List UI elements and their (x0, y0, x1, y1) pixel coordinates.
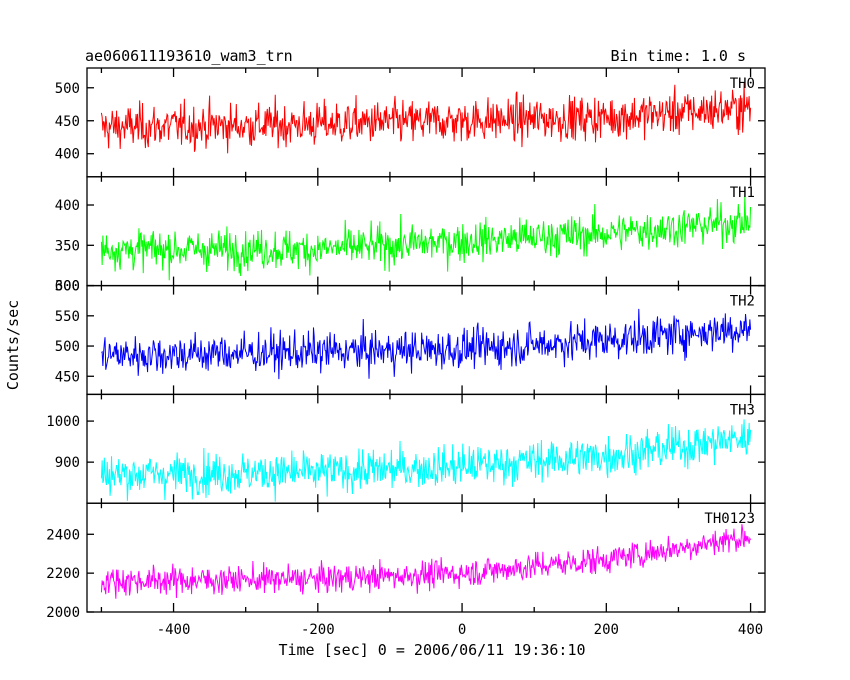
series-line-th3 (100, 419, 752, 502)
panel-frame (86, 502, 766, 613)
y-tick-label: 1000 (46, 414, 80, 430)
y-tick-label: 2000 (46, 605, 80, 621)
x-axis-ticks: -400 -200 0 200 400 (157, 622, 764, 638)
y-tick-label: 400 (55, 198, 80, 214)
chart-title: ae060611193610_wam3_trn (85, 47, 293, 65)
panel-label-th0123: TH0123 (704, 511, 755, 527)
y-tick-label: 900 (55, 455, 80, 471)
series-line-th1 (100, 195, 752, 281)
x-tick-label: 0 (458, 622, 466, 638)
series-line-th2 (101, 308, 752, 380)
y-tick-label: 2400 (46, 527, 80, 543)
y-tick-label: 300 (55, 279, 80, 295)
y-tick-label: 400 (55, 147, 80, 163)
y-tick-label: 550 (55, 309, 80, 325)
panel-th0123: 2000 2200 2400 TH0123 (46, 502, 766, 621)
y-tick-label: 2200 (46, 566, 80, 582)
panel-label-th3: TH3 (730, 402, 755, 418)
x-tick-label: -400 (157, 622, 191, 638)
y-tick-label: 500 (55, 339, 80, 355)
panel-th3: 900 1000 TH3 (46, 393, 766, 504)
panel-frame (86, 393, 766, 504)
y-tick-label: 450 (55, 114, 80, 130)
bin-time-label: Bin time: 1.0 s (611, 47, 746, 65)
panel-th1: 300 350 400 TH1 (55, 176, 766, 295)
panel-th2: 450 500 550 600 TH2 (55, 279, 766, 396)
x-tick-label: 400 (738, 622, 763, 638)
panel-label-th0: TH0 (730, 76, 755, 92)
panel-label-th2: TH2 (730, 294, 755, 310)
y-tick-label: 450 (55, 369, 80, 385)
x-tick-label: -200 (301, 622, 335, 638)
y-axis-label: Counts/sec (4, 300, 22, 390)
panels-group: 400 450 500 TH0 300 350 400 TH1 450 500 550 600 TH2 9… (46, 67, 766, 621)
y-tick-label: 350 (55, 238, 80, 254)
series-line-th0123 (100, 524, 752, 599)
x-axis-label: Time [sec] 0 = 2006/06/11 19:36:10 (278, 641, 585, 659)
x-tick-label: 200 (594, 622, 619, 638)
panel-label-th1: TH1 (730, 185, 755, 201)
y-tick-label: 600 (55, 279, 80, 295)
panel-th0: 400 450 500 TH0 (55, 67, 766, 178)
series-line-th0 (100, 82, 752, 154)
y-tick-label: 500 (55, 81, 80, 97)
